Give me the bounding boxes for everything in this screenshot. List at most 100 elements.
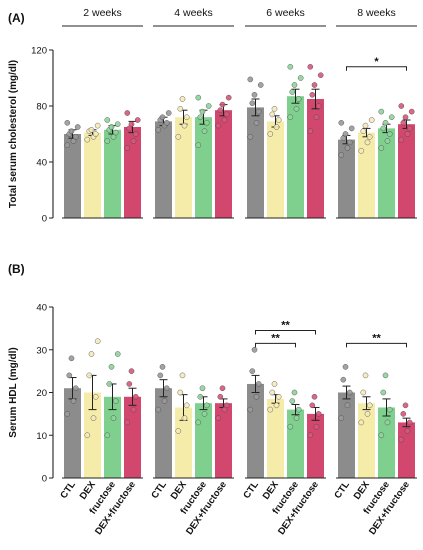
data-point [201,411,208,417]
data-point [181,122,188,129]
data-point [175,428,182,434]
data-point [398,436,405,443]
data-point [195,142,202,148]
data-point [201,128,208,134]
data-point [380,389,387,396]
data-point [215,415,222,421]
data-point [247,76,254,83]
data-point [358,419,365,426]
data-point [267,131,274,137]
data-point [183,402,190,409]
data-point [362,372,369,379]
data-point [358,147,365,154]
data-point [380,125,387,132]
data-point [307,128,314,134]
bar-group-1 [155,94,232,218]
bar [104,129,121,218]
data-point [344,402,351,409]
data-point [130,138,137,144]
data-point [177,389,184,396]
data-point [364,139,371,146]
data-point [179,372,186,379]
data-point [205,103,212,109]
data-point [289,398,296,404]
y-tick-label: 120 [31,46,47,57]
data-point [203,402,210,409]
data-point [253,120,260,126]
bar [175,407,192,478]
data-point [195,419,202,426]
data-point [362,122,369,129]
data-point [287,64,294,70]
data-point [217,393,224,400]
data-point [382,372,389,379]
data-point [273,124,280,130]
data-point [342,364,349,370]
data-point [291,389,298,396]
data-point [219,385,226,392]
bar [175,117,192,218]
group-header: 4 weeks [174,7,213,19]
data-point [223,402,230,409]
data-point [64,142,71,148]
data-point [104,117,111,123]
group-header: 2 weeks [83,7,122,19]
bar [155,121,172,218]
data-point [161,398,168,404]
y-tick-label: 40 [36,303,47,314]
data-point [88,127,95,133]
bar [84,132,101,218]
data-point [255,381,262,387]
data-point [360,128,367,134]
bar [398,124,415,218]
y-tick-label: 0 [42,474,47,485]
data-point [195,94,202,101]
bar [267,398,284,478]
data-point [159,364,166,370]
bar [358,132,375,218]
y-tick-label: 30 [36,345,47,356]
data-point [348,125,355,132]
data-point [249,368,256,374]
bar-group-0 [64,110,141,218]
data-point [94,122,101,129]
data-point [155,127,162,133]
data-point [134,117,141,123]
data-point [64,411,71,417]
y-tick-label: 0 [42,214,47,225]
x-tick-label: CTL [58,479,78,501]
bar [215,110,232,218]
data-point [112,129,119,136]
bar-group-2 [247,64,324,218]
data-point [183,114,190,120]
bar [378,407,395,478]
data-point [106,381,113,387]
data-point [110,415,117,421]
data-point [84,432,91,439]
data-point [287,114,294,120]
data-point [346,139,353,146]
panel-label: (B) [8,262,25,276]
data-point [378,432,385,439]
data-point [114,121,121,127]
data-point [225,94,232,101]
data-point [338,415,345,421]
bar-group-0 [64,338,141,478]
bar [307,413,324,478]
data-point [253,393,260,400]
data-point [313,423,320,430]
bar [338,139,355,218]
data-point [132,131,139,137]
data-point [92,393,99,400]
data-point [130,406,137,413]
x-tick-label: CTL [149,479,169,501]
data-point [247,406,254,413]
panel-label: (A) [8,11,25,25]
data-point [199,385,206,392]
data-point [155,406,162,413]
data-point [382,120,389,126]
data-point [175,133,182,140]
data-point [181,415,188,421]
data-point [249,100,256,106]
